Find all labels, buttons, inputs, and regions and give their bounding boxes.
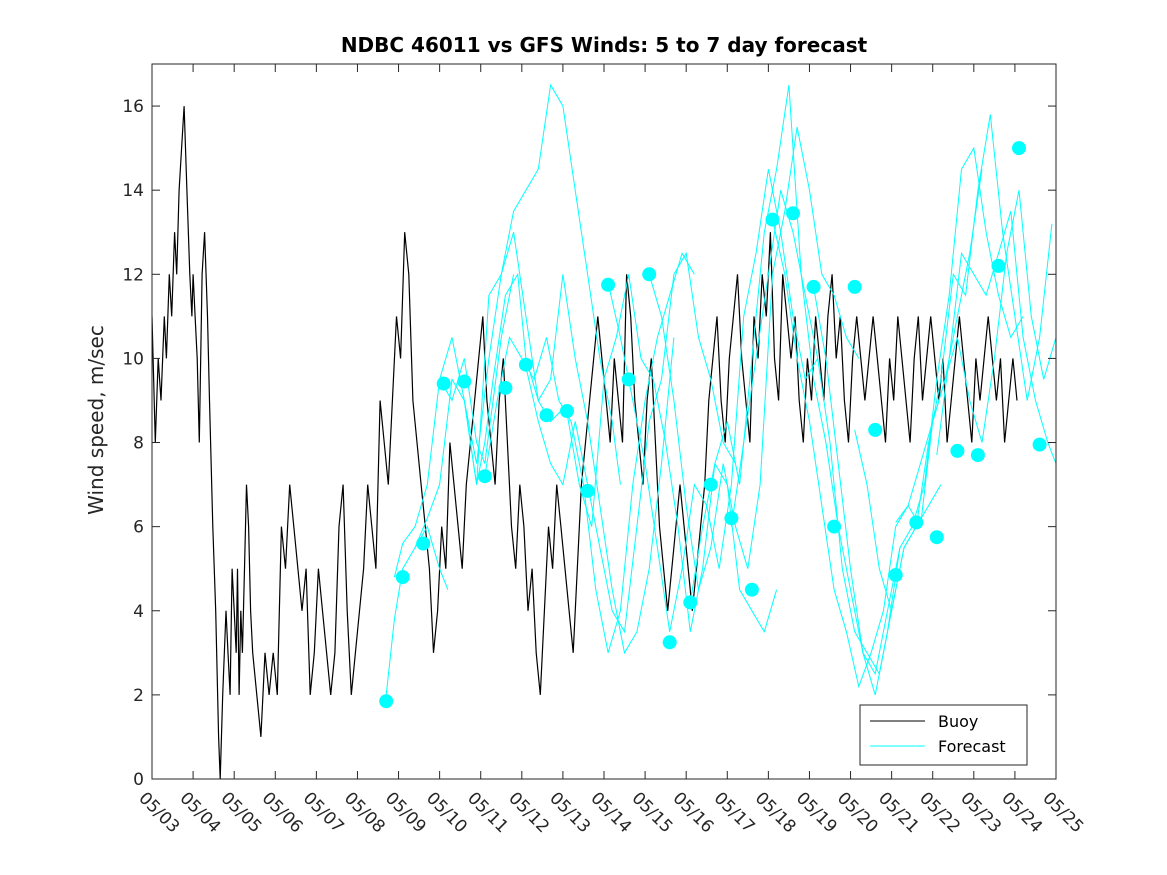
legend-buoy-label: Buoy [938, 712, 978, 731]
series-buoy-line [152, 106, 1018, 779]
chart-title: NDBC 46011 vs GFS Winds: 5 to 7 day fore… [341, 33, 868, 57]
forecast-point [929, 530, 944, 545]
x-tick-label: 05/16 [669, 788, 718, 837]
forecast-point [1032, 437, 1047, 452]
forecast-point [827, 519, 842, 534]
y-tick-label: 12 [122, 265, 144, 285]
series-layer [152, 83, 1056, 779]
forecast-point [786, 206, 800, 221]
series-forecast-line [813, 146, 1024, 676]
forecast-point [950, 443, 965, 458]
forecast-point [806, 279, 821, 294]
forecast-point [683, 595, 698, 610]
series-forecast-line [414, 272, 564, 548]
x-tick-label: 05/15 [628, 788, 677, 837]
series-forecast-line [895, 190, 1056, 529]
x-tick-label: 05/12 [504, 788, 553, 837]
x-tick-label: 05/11 [463, 788, 512, 837]
legend-forecast-label: Forecast [938, 737, 1006, 756]
plot-area-frame [151, 63, 1057, 780]
series-forecast-line [689, 84, 901, 696]
series-forecast-line [854, 114, 1053, 611]
y-tick-label: 16 [122, 97, 144, 117]
y-tick-label: 8 [133, 434, 144, 454]
forecast-point [662, 635, 677, 650]
series-forecast-line [936, 211, 1056, 464]
series-forecast-line [566, 274, 778, 634]
forecast-point [991, 258, 1006, 273]
x-tick-label: 05/25 [1038, 788, 1087, 837]
series-forecast-line [393, 274, 515, 578]
x-tick-label: 05/06 [258, 788, 307, 837]
x-tick-label: 05/22 [915, 788, 964, 837]
forecast-point [416, 536, 431, 551]
y-axis: 0 2 4 6 8 10 12 14 16 [122, 97, 1056, 790]
series-forecast-line [385, 525, 449, 695]
x-tick-label: 05/07 [299, 788, 348, 837]
forecast-point [621, 372, 636, 387]
y-tick-label: 0 [133, 770, 144, 790]
forecast-point [539, 408, 554, 423]
forecast-point [477, 469, 492, 484]
series-forecast-line [648, 127, 860, 590]
forecast-point [744, 582, 759, 597]
x-tick-label: 05/20 [833, 788, 882, 837]
forecast-point [703, 477, 718, 492]
forecast-point [868, 422, 883, 437]
forecast-point [642, 267, 657, 282]
forecast-point [560, 404, 574, 418]
forecast-point [395, 570, 410, 585]
x-tick-label: 05/23 [956, 788, 1005, 837]
forecast-point [909, 515, 924, 530]
x-tick-label: 05/10 [422, 788, 471, 837]
forecast-point [379, 694, 394, 709]
x-tick-label: 05/24 [997, 788, 1046, 837]
forecast-point [601, 277, 616, 292]
legend: Buoy Forecast [859, 704, 1028, 766]
x-tick-label: 05/13 [545, 788, 594, 837]
forecast-point [580, 483, 595, 498]
series-forecast-line [525, 251, 736, 634]
forecast-point [518, 357, 533, 372]
forecast-point [457, 374, 472, 389]
x-tick-label: 05/05 [217, 788, 266, 837]
forecast-point [765, 212, 780, 227]
y-tick-label: 10 [122, 349, 144, 369]
x-tick-label: 05/03 [134, 788, 183, 837]
x-tick-label: 05/08 [340, 788, 389, 837]
series-forecast-line [463, 232, 675, 655]
y-tick-label: 4 [133, 602, 144, 622]
x-tick-label: 05/14 [586, 788, 635, 837]
y-tick-label: 2 [133, 686, 144, 706]
series-forecast-line [484, 252, 695, 653]
y-tick-label: 6 [133, 518, 144, 538]
forecast-point [1012, 141, 1026, 156]
forecast-point [888, 568, 903, 582]
marker-layer [379, 141, 1047, 709]
forecast-point [847, 279, 862, 294]
legend-box [859, 704, 1028, 766]
x-tick-label: 05/04 [176, 788, 225, 837]
forecast-point [436, 376, 451, 391]
x-tick-label: 05/09 [381, 788, 430, 837]
y-tick-label: 14 [122, 181, 144, 201]
x-tick-label: 05/18 [751, 788, 800, 837]
series-forecast-line [439, 83, 621, 485]
forecast-point [724, 511, 739, 526]
y-axis-label: Wind speed, m/sec [84, 325, 108, 515]
x-tick-label: 05/19 [792, 788, 841, 837]
series-forecast-line [772, 169, 983, 689]
forecast-point [970, 448, 985, 463]
series-forecast-line [607, 169, 819, 632]
forecast-point [498, 380, 513, 395]
x-tick-label: 05/21 [874, 788, 923, 837]
x-tick-label: 05/17 [710, 788, 759, 837]
